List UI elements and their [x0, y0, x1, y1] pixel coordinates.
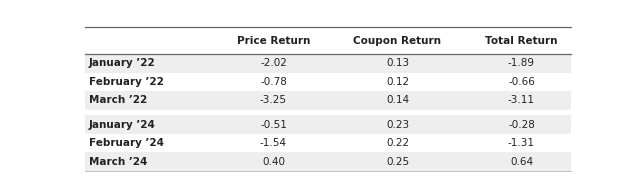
Text: -0.51: -0.51: [260, 120, 287, 130]
Text: Price Return: Price Return: [237, 36, 310, 46]
Text: -0.78: -0.78: [260, 77, 287, 87]
FancyBboxPatch shape: [85, 54, 571, 73]
Text: 0.40: 0.40: [262, 157, 285, 167]
Text: March ’24: March ’24: [89, 157, 147, 167]
Text: 0.23: 0.23: [386, 120, 409, 130]
Text: February ’24: February ’24: [89, 138, 164, 148]
Text: Coupon Return: Coupon Return: [353, 36, 442, 46]
Text: January ’24: January ’24: [89, 120, 156, 130]
Text: -1.54: -1.54: [260, 138, 287, 148]
Text: -2.02: -2.02: [260, 58, 287, 68]
Text: February ’22: February ’22: [89, 77, 164, 87]
Text: 0.22: 0.22: [386, 138, 409, 148]
Text: -1.31: -1.31: [508, 138, 535, 148]
FancyBboxPatch shape: [85, 91, 571, 109]
Text: -3.25: -3.25: [260, 95, 287, 105]
Text: January ’22: January ’22: [89, 58, 156, 68]
FancyBboxPatch shape: [85, 134, 571, 152]
Text: -0.66: -0.66: [508, 77, 535, 87]
Text: 0.64: 0.64: [510, 157, 533, 167]
Text: 0.14: 0.14: [386, 95, 409, 105]
Text: March ’22: March ’22: [89, 95, 147, 105]
Text: 0.25: 0.25: [386, 157, 409, 167]
Text: 0.12: 0.12: [386, 77, 409, 87]
FancyBboxPatch shape: [85, 152, 571, 171]
Text: 0.13: 0.13: [386, 58, 409, 68]
Text: -0.28: -0.28: [508, 120, 535, 130]
FancyBboxPatch shape: [85, 73, 571, 91]
Text: -1.89: -1.89: [508, 58, 535, 68]
FancyBboxPatch shape: [85, 115, 571, 134]
Text: Total Return: Total Return: [485, 36, 557, 46]
Text: -3.11: -3.11: [508, 95, 535, 105]
